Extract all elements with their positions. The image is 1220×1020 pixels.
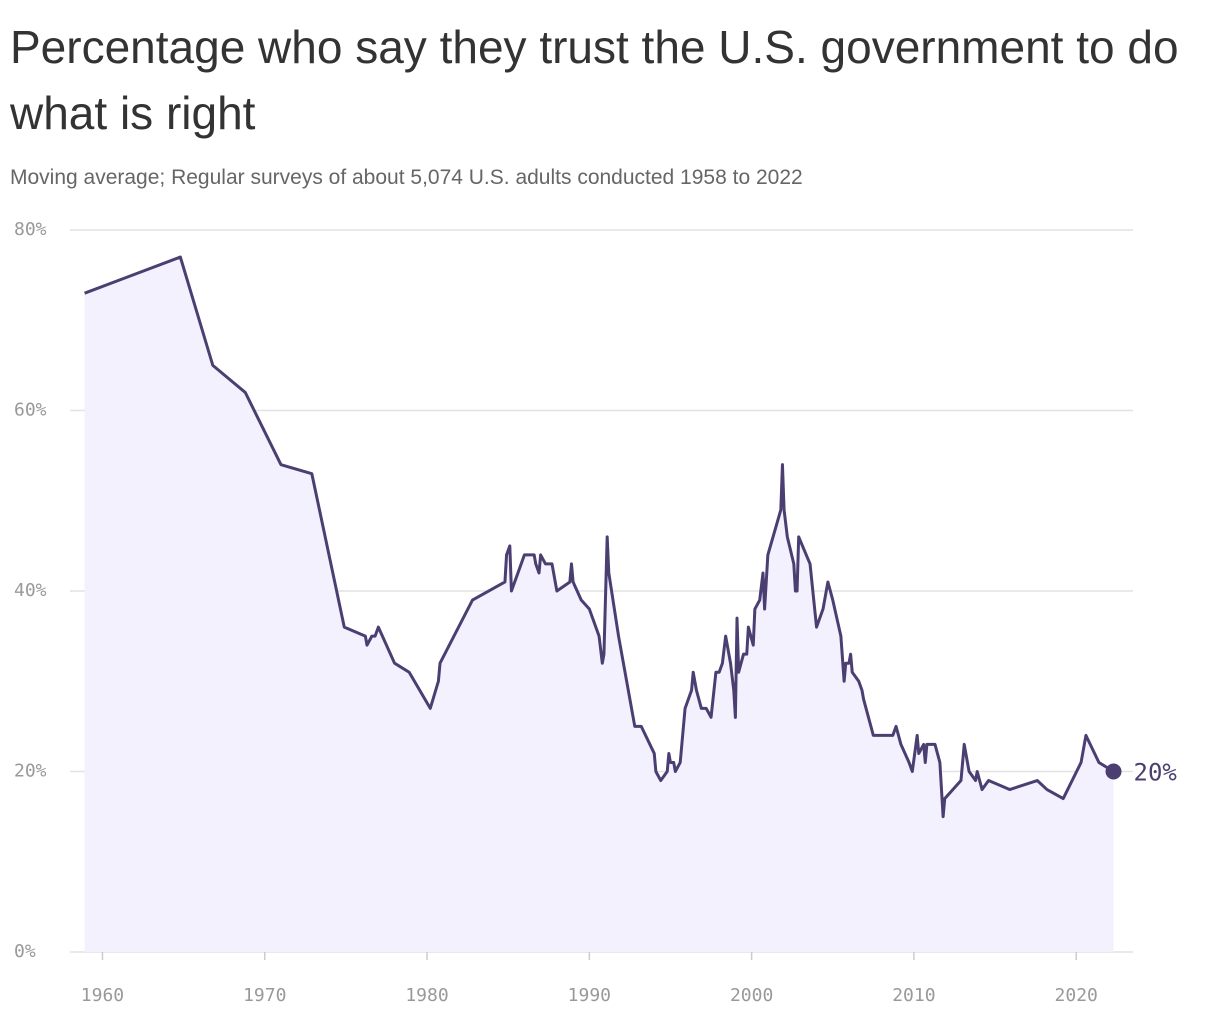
line: [84, 255, 1115, 819]
value-label: 20%: [1134, 759, 1178, 787]
end-point: [1105, 763, 1122, 780]
x-tick-label: 1990: [568, 985, 611, 1006]
y-tick-label: 60%: [14, 400, 47, 421]
chart-title: Percentage who say they trust the U.S. g…: [10, 21, 1179, 139]
x-tick-label: 2010: [892, 985, 935, 1006]
x-tick-label: 2000: [730, 985, 773, 1006]
x-tick-label: 1970: [243, 985, 286, 1006]
area: [84, 257, 1114, 952]
x-tick-label: 1960: [81, 985, 124, 1006]
chart-subtitle: Moving average; Regular surveys of about…: [10, 166, 803, 189]
y-tick-label: 20%: [14, 761, 47, 782]
y-tick-label: 40%: [14, 580, 47, 601]
y-tick-label: 0%: [14, 941, 36, 962]
x-tick-label: 1980: [405, 985, 448, 1006]
x-tick-label: 2020: [1055, 985, 1098, 1006]
y-tick-label: 80%: [14, 219, 47, 240]
